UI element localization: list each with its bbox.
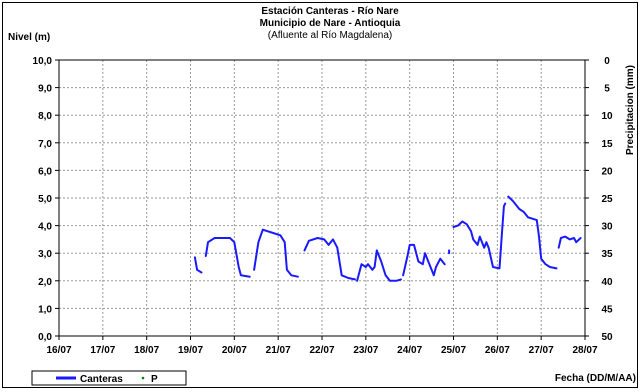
y2-tick-label: 20 <box>601 166 613 177</box>
series-line-canteras <box>204 237 251 278</box>
y2-tick-label: 35 <box>601 249 613 260</box>
series-line-canteras <box>402 243 446 277</box>
y2-tick-label: 50 <box>601 332 613 343</box>
legend-label-canteras: Canteras <box>80 374 123 385</box>
y-tick-label: 3,0 <box>38 249 52 260</box>
y-tick-label: 6,0 <box>38 166 52 177</box>
y-tick-label: 4,0 <box>38 222 52 233</box>
grid-lines <box>59 60 585 336</box>
y-tick-labels: 0,0 1,0 2,0 3,0 4,0 5,0 6,0 7,0 8,0 9,0 10,0 <box>33 56 53 343</box>
x-tick-label: 21/07 <box>266 345 291 356</box>
y-tick-label: 7,0 <box>38 139 52 150</box>
y-tick-label: 8,0 <box>38 111 52 122</box>
y-tick-label: 10,0 <box>33 56 53 67</box>
chart-subtitle-2: (Afluente al Río Magdalena) <box>268 30 393 41</box>
chart-frame <box>2 2 638 388</box>
x-tick-labels: 16/07 17/07 18/07 19/07 20/07 21/07 22/07 23/07… <box>46 345 597 356</box>
y2-tick-labels: 0 5 10 15 20 25 30 35 40 45 50 <box>601 56 613 343</box>
x-tick-label: 16/07 <box>46 345 71 356</box>
x-tick-label: 28/07 <box>572 345 597 356</box>
y2-tick-label: 10 <box>601 111 613 122</box>
y2-axis-label: Precipitacion (mm) <box>625 65 636 155</box>
series-line-canteras <box>303 237 356 281</box>
legend: Canteras P <box>31 370 187 386</box>
y-tick-label: 2,0 <box>38 277 52 288</box>
y2-tick-label: 30 <box>601 222 613 233</box>
x-tick-label: 27/07 <box>529 345 554 356</box>
legend-box <box>31 370 187 386</box>
series-line-canteras <box>507 195 558 270</box>
x-tick-label: 19/07 <box>178 345 203 356</box>
y-tick-label: 1,0 <box>38 304 52 315</box>
chart-title: Estación Canteras - Río Nare <box>261 6 399 17</box>
chart-subtitle: Municipio de Nare - Antioquia <box>260 18 401 29</box>
x-tick-label: 20/07 <box>222 345 247 356</box>
x-tick-label: 23/07 <box>353 345 378 356</box>
y2-tick-label: 5 <box>604 84 610 95</box>
tick-marks <box>55 59 589 340</box>
y-tick-label: 9,0 <box>38 84 52 95</box>
legend-swatch-p <box>141 376 145 380</box>
y-tick-label: 0,0 <box>38 332 52 343</box>
y2-tick-label: 40 <box>601 277 613 288</box>
series-line-canteras <box>253 228 299 278</box>
y2-tick-label: 45 <box>601 304 613 315</box>
x-tick-label: 17/07 <box>90 345 115 356</box>
legend-label-p: P <box>151 374 158 385</box>
x-tick-label: 18/07 <box>134 345 159 356</box>
series-layer <box>193 195 582 282</box>
y2-tick-label: 0 <box>604 56 610 67</box>
y2-tick-label: 15 <box>601 139 613 150</box>
series-line-canteras <box>356 249 402 282</box>
series-line-canteras <box>557 235 582 249</box>
y2-tick-label: 25 <box>601 194 613 205</box>
x-tick-label: 22/07 <box>309 345 334 356</box>
y-tick-label: 5,0 <box>38 194 52 205</box>
series-line-canteras <box>452 202 507 270</box>
x-tick-label: 26/07 <box>485 345 510 356</box>
x-tick-label: 25/07 <box>441 345 466 356</box>
y-axis-label: Nivel (m) <box>8 32 50 43</box>
series-line-canteras <box>193 256 203 274</box>
x-axis-label: Fecha (DD/M/AA) <box>555 373 636 384</box>
x-tick-label: 24/07 <box>397 345 422 356</box>
